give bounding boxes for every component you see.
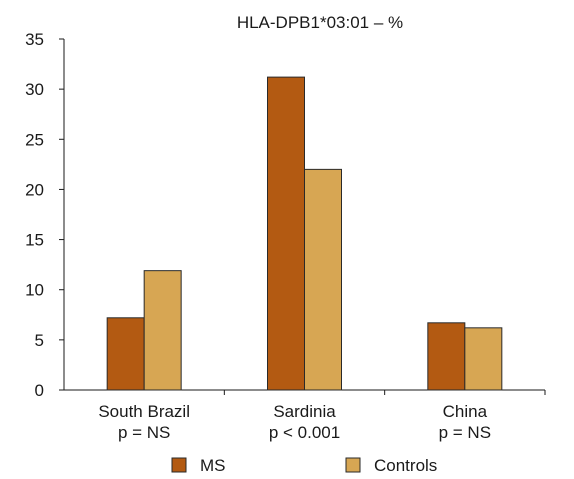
legend-label-ms: MS bbox=[200, 456, 226, 475]
bar-ms-1 bbox=[267, 76, 305, 391]
x-category-label: China bbox=[443, 402, 488, 421]
x-category-label: p < 0.001 bbox=[269, 423, 340, 442]
legend-swatch-ms bbox=[171, 457, 187, 473]
y-tick-label: 15 bbox=[25, 231, 44, 250]
legend-swatch-controls bbox=[345, 457, 361, 473]
legend-label-controls: Controls bbox=[374, 456, 437, 475]
bar-controls-0 bbox=[143, 270, 182, 391]
y-tick-label: 30 bbox=[25, 80, 44, 99]
y-tick-label: 0 bbox=[35, 381, 44, 400]
y-tick-label: 20 bbox=[25, 180, 44, 199]
y-tick-label: 5 bbox=[35, 331, 44, 350]
y-tick-label: 25 bbox=[25, 130, 44, 149]
y-axis: 0 5 10 15 20 25 30 35 bbox=[25, 30, 65, 400]
x-axis: South Brazil p = NS Sardinia p < 0.001 China… bbox=[64, 389, 546, 442]
chart-title: HLA-DPB1*03:01 – % bbox=[237, 13, 403, 32]
bar-controls-2 bbox=[464, 327, 503, 391]
y-tick-label: 35 bbox=[25, 30, 44, 49]
x-category-label: Sardinia bbox=[273, 402, 336, 421]
bars bbox=[106, 76, 503, 391]
legend: MS Controls bbox=[171, 456, 437, 475]
y-tick-label: 10 bbox=[25, 281, 44, 300]
bar-controls-1 bbox=[304, 168, 342, 391]
bar-ms-0 bbox=[106, 317, 145, 391]
x-category-label: p = NS bbox=[118, 423, 170, 442]
bar-ms-2 bbox=[427, 322, 466, 391]
x-category-label: South Brazil bbox=[98, 402, 190, 421]
x-category-label: p = NS bbox=[439, 423, 491, 442]
